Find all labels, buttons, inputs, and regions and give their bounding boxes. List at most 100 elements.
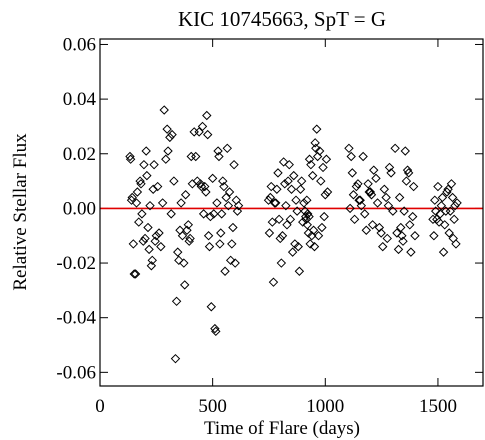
data-point xyxy=(201,187,211,197)
data-point xyxy=(276,258,287,268)
data-point xyxy=(228,222,238,233)
data-point xyxy=(284,159,294,170)
data-point xyxy=(293,241,303,252)
data-point xyxy=(366,190,377,200)
data-point xyxy=(125,151,135,162)
data-point xyxy=(165,132,175,143)
data-point xyxy=(131,198,142,208)
data-point xyxy=(429,231,439,241)
data-point xyxy=(311,143,321,153)
data-point xyxy=(283,176,293,186)
chart-title: KIC 10745663, SpT = G xyxy=(178,7,386,31)
data-point xyxy=(307,231,317,241)
data-point xyxy=(221,192,231,203)
x-tick-label: 0 xyxy=(95,396,105,417)
data-point xyxy=(216,228,226,238)
data-point xyxy=(316,176,326,186)
data-point xyxy=(139,159,149,170)
data-point xyxy=(439,220,450,230)
data-point xyxy=(271,198,281,208)
data-point xyxy=(161,154,171,164)
data-point xyxy=(147,255,157,266)
data-point xyxy=(312,124,322,134)
data-point xyxy=(430,206,441,216)
data-point xyxy=(444,228,454,238)
data-point xyxy=(144,244,154,255)
data-point xyxy=(304,211,314,222)
data-point xyxy=(202,110,212,121)
data-point xyxy=(402,165,413,175)
data-point xyxy=(137,209,147,219)
data-point xyxy=(401,176,412,186)
data-point xyxy=(125,154,136,164)
data-point xyxy=(396,222,406,233)
data-point xyxy=(186,151,196,162)
data-point xyxy=(211,326,221,337)
data-point xyxy=(159,105,169,115)
data-point xyxy=(163,146,173,156)
data-point xyxy=(371,173,381,184)
data-point xyxy=(403,168,414,178)
data-point xyxy=(140,233,150,244)
data-point xyxy=(195,179,206,189)
data-point xyxy=(205,211,216,222)
data-point xyxy=(378,241,388,252)
data-point xyxy=(355,195,365,205)
data-point xyxy=(128,239,139,249)
data-point xyxy=(207,173,218,184)
data-point xyxy=(353,179,363,189)
data-point xyxy=(301,214,312,225)
data-point xyxy=(294,266,305,276)
data-point xyxy=(200,181,210,192)
data-point xyxy=(383,200,394,211)
data-point xyxy=(292,206,302,216)
data-point xyxy=(428,214,438,225)
data-point xyxy=(405,220,415,230)
data-point xyxy=(268,277,279,287)
data-point xyxy=(183,220,194,230)
data-point xyxy=(308,225,319,235)
data-point xyxy=(434,217,444,227)
data-point xyxy=(289,170,299,181)
data-point xyxy=(348,190,359,200)
plot-frame xyxy=(99,38,484,387)
data-point xyxy=(148,184,158,194)
data-point xyxy=(351,181,362,192)
data-point xyxy=(313,231,324,241)
data-point xyxy=(305,239,315,249)
data-point xyxy=(176,198,186,208)
data-point xyxy=(400,146,410,156)
data-point xyxy=(189,127,199,137)
data-point xyxy=(437,192,448,203)
data-point xyxy=(264,228,275,238)
data-point xyxy=(451,239,461,249)
data-point xyxy=(310,138,320,148)
data-point xyxy=(291,195,301,205)
x-tick-label: 1500 xyxy=(419,396,457,417)
data-point xyxy=(220,266,230,276)
data-point xyxy=(263,195,274,205)
data-point xyxy=(382,233,392,244)
data-point xyxy=(312,151,323,162)
data-point xyxy=(149,159,159,170)
data-point xyxy=(227,239,237,249)
data-point xyxy=(360,209,370,219)
y-tick-label: -0.02 xyxy=(56,253,96,274)
data-point xyxy=(345,203,355,214)
data-point xyxy=(314,146,325,156)
data-point xyxy=(129,269,139,279)
data-point xyxy=(231,195,242,205)
data-point xyxy=(223,200,234,211)
data-point xyxy=(450,200,460,211)
data-point xyxy=(216,209,227,219)
data-point xyxy=(138,236,148,246)
data-point xyxy=(386,168,396,178)
data-point xyxy=(397,231,407,241)
data-point xyxy=(269,198,280,208)
x-tick-label: 1000 xyxy=(306,396,344,417)
data-point xyxy=(361,225,372,235)
data-point xyxy=(127,192,137,203)
data-point xyxy=(388,206,398,216)
data-point xyxy=(442,187,452,197)
